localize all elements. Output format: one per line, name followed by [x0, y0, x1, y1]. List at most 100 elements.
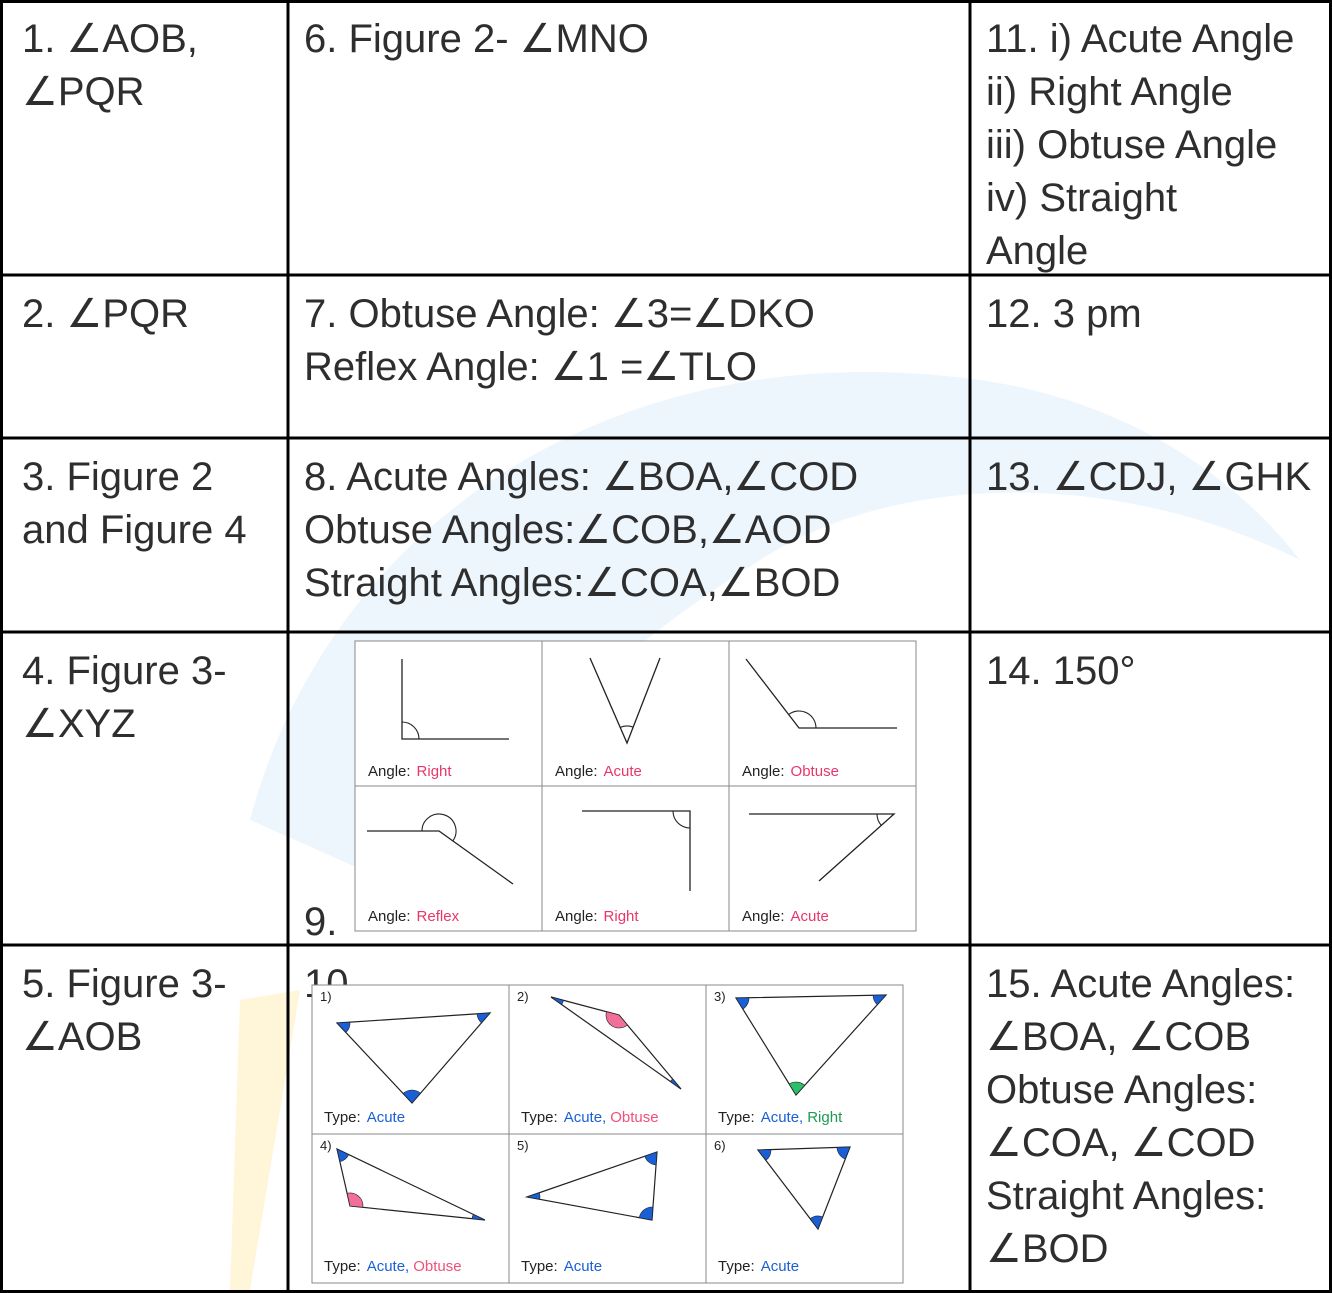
angle-marker: [644, 1151, 658, 1166]
cell-text: iii) Obtuse Angle: [986, 123, 1277, 167]
angle-arc: [672, 810, 691, 829]
angle-lines: [589, 657, 661, 745]
type-label: Type: Acute, Obtuse: [324, 1258, 462, 1275]
cell-text: ∠COA, ∠COD: [986, 1121, 1256, 1165]
label-value: Acute: [604, 763, 642, 780]
angle-arc: [619, 725, 634, 728]
cell-text: Reflex Angle: ∠1 =∠TLO: [304, 345, 757, 389]
angle-arc: [421, 813, 457, 842]
label-prefix: Type:: [521, 1109, 558, 1126]
triangle: [336, 1147, 486, 1221]
label-prefix: Type:: [718, 1109, 755, 1126]
angle-marker: [476, 1012, 491, 1024]
label-value: Reflex: [417, 908, 460, 925]
cell-text: ∠XYZ: [22, 702, 136, 746]
figure-number: 2): [517, 989, 529, 1004]
label-prefix: Type:: [718, 1258, 755, 1275]
figure-number: 6): [714, 1138, 726, 1153]
angle-lines: [745, 658, 897, 729]
angle-marker: [550, 996, 564, 1005]
figure-number: 3): [714, 989, 726, 1004]
type-label: Type: Acute, Right: [718, 1109, 843, 1126]
angle-lines: [367, 830, 514, 885]
label-value: Acute,: [564, 1109, 607, 1126]
cell-text: ∠AOB: [22, 1015, 142, 1059]
label-value: Acute: [791, 908, 829, 925]
triangle: [734, 994, 888, 1096]
angle-label: Angle: Obtuse: [742, 763, 839, 780]
cell-text: 8. Acute Angles: ∠BOA,∠COD: [304, 455, 858, 499]
angle-marker: [605, 1011, 628, 1029]
type-label: Type: Acute: [324, 1109, 405, 1126]
label-prefix: Type:: [324, 1258, 361, 1275]
label-prefix: Angle:: [555, 763, 598, 780]
cell-text: Obtuse Angles:∠COB,∠AOD: [304, 508, 831, 552]
angle-marker: [346, 1192, 364, 1208]
cell-text: ∠BOD: [986, 1227, 1109, 1271]
cell-text: 12. 3 pm: [986, 292, 1142, 336]
angle-marker: [735, 997, 750, 1010]
angle-marker: [471, 1213, 486, 1221]
triangle: [335, 1012, 492, 1104]
label-prefix: Type:: [521, 1258, 558, 1275]
angle-marker: [757, 1149, 772, 1161]
cell-text: 6. Figure 2- ∠MNO: [304, 17, 649, 61]
cell-text: Obtuse Angles:: [986, 1068, 1257, 1112]
triangle: [550, 996, 682, 1090]
cell-text: 4. Figure 3-: [22, 649, 227, 693]
cell-text: Straight Angles:: [986, 1174, 1266, 1218]
label-prefix: Type:: [324, 1109, 361, 1126]
label-value: Acute: [564, 1258, 602, 1275]
angle-label: Angle: Acute: [742, 908, 829, 925]
type-label: Type: Acute: [718, 1258, 799, 1275]
watermark: [230, 990, 300, 1290]
cell-text: 13. ∠CDJ, ∠GHK: [986, 455, 1311, 499]
triangle: [524, 1151, 658, 1221]
angle-lines: [401, 659, 509, 740]
angle-lines: [749, 813, 896, 882]
angle-marker: [336, 1021, 351, 1033]
label-prefix: Angle:: [555, 908, 598, 925]
label-value: Obtuse: [413, 1258, 461, 1275]
cell-text: 1. ∠AOB,: [22, 17, 198, 61]
triangle: [756, 1146, 851, 1231]
type-label: Type: Acute, Obtuse: [521, 1109, 659, 1126]
cell-text: Straight Angles:∠COA,∠BOD: [304, 561, 840, 605]
label-value: Right: [807, 1109, 843, 1126]
cell-text: 2. ∠PQR: [22, 292, 189, 336]
cell-text: ii) Right Angle: [986, 70, 1233, 114]
cell-text: 11. i) Acute Angle: [986, 17, 1294, 61]
angle-marker: [809, 1215, 824, 1230]
angle-marker: [836, 1146, 851, 1160]
angle-marker: [638, 1206, 654, 1221]
angle-marker: [872, 994, 887, 1006]
cell-text: 7. Obtuse Angle: ∠3=∠DKO: [304, 292, 815, 336]
label-value: Acute: [761, 1258, 799, 1275]
angle-marker: [402, 1089, 421, 1104]
label-value: Obtuse: [610, 1109, 658, 1126]
type-label: Type: Acute: [521, 1258, 602, 1275]
cell-text: iv) Straight: [986, 176, 1177, 220]
angle-label: Angle: Right: [368, 763, 452, 780]
cell-text: 5. Figure 3-: [22, 962, 227, 1006]
cell-text: ∠BOA, ∠COB: [986, 1015, 1251, 1059]
angle-label: Angle: Acute: [555, 763, 642, 780]
cell-text: 9.: [304, 900, 337, 944]
figure-number: 5): [517, 1138, 529, 1153]
angle-marker: [525, 1192, 541, 1200]
cell-text: Angle: [986, 229, 1088, 273]
figure-number: 1): [320, 989, 332, 1004]
cell-text: 14. 150°: [986, 649, 1135, 693]
cell-text: and Figure 4: [22, 508, 247, 552]
angle-arc: [876, 813, 882, 826]
label-prefix: Angle:: [742, 763, 785, 780]
cell-text: 3. Figure 2: [22, 455, 213, 499]
angle-marker: [336, 1148, 350, 1163]
cell-text: 15. Acute Angles:: [986, 962, 1295, 1006]
angle-arc: [401, 721, 420, 740]
label-value: Right: [417, 763, 453, 780]
label-value: Obtuse: [791, 763, 839, 780]
label-prefix: Angle:: [368, 763, 411, 780]
label-value: Right: [604, 908, 640, 925]
